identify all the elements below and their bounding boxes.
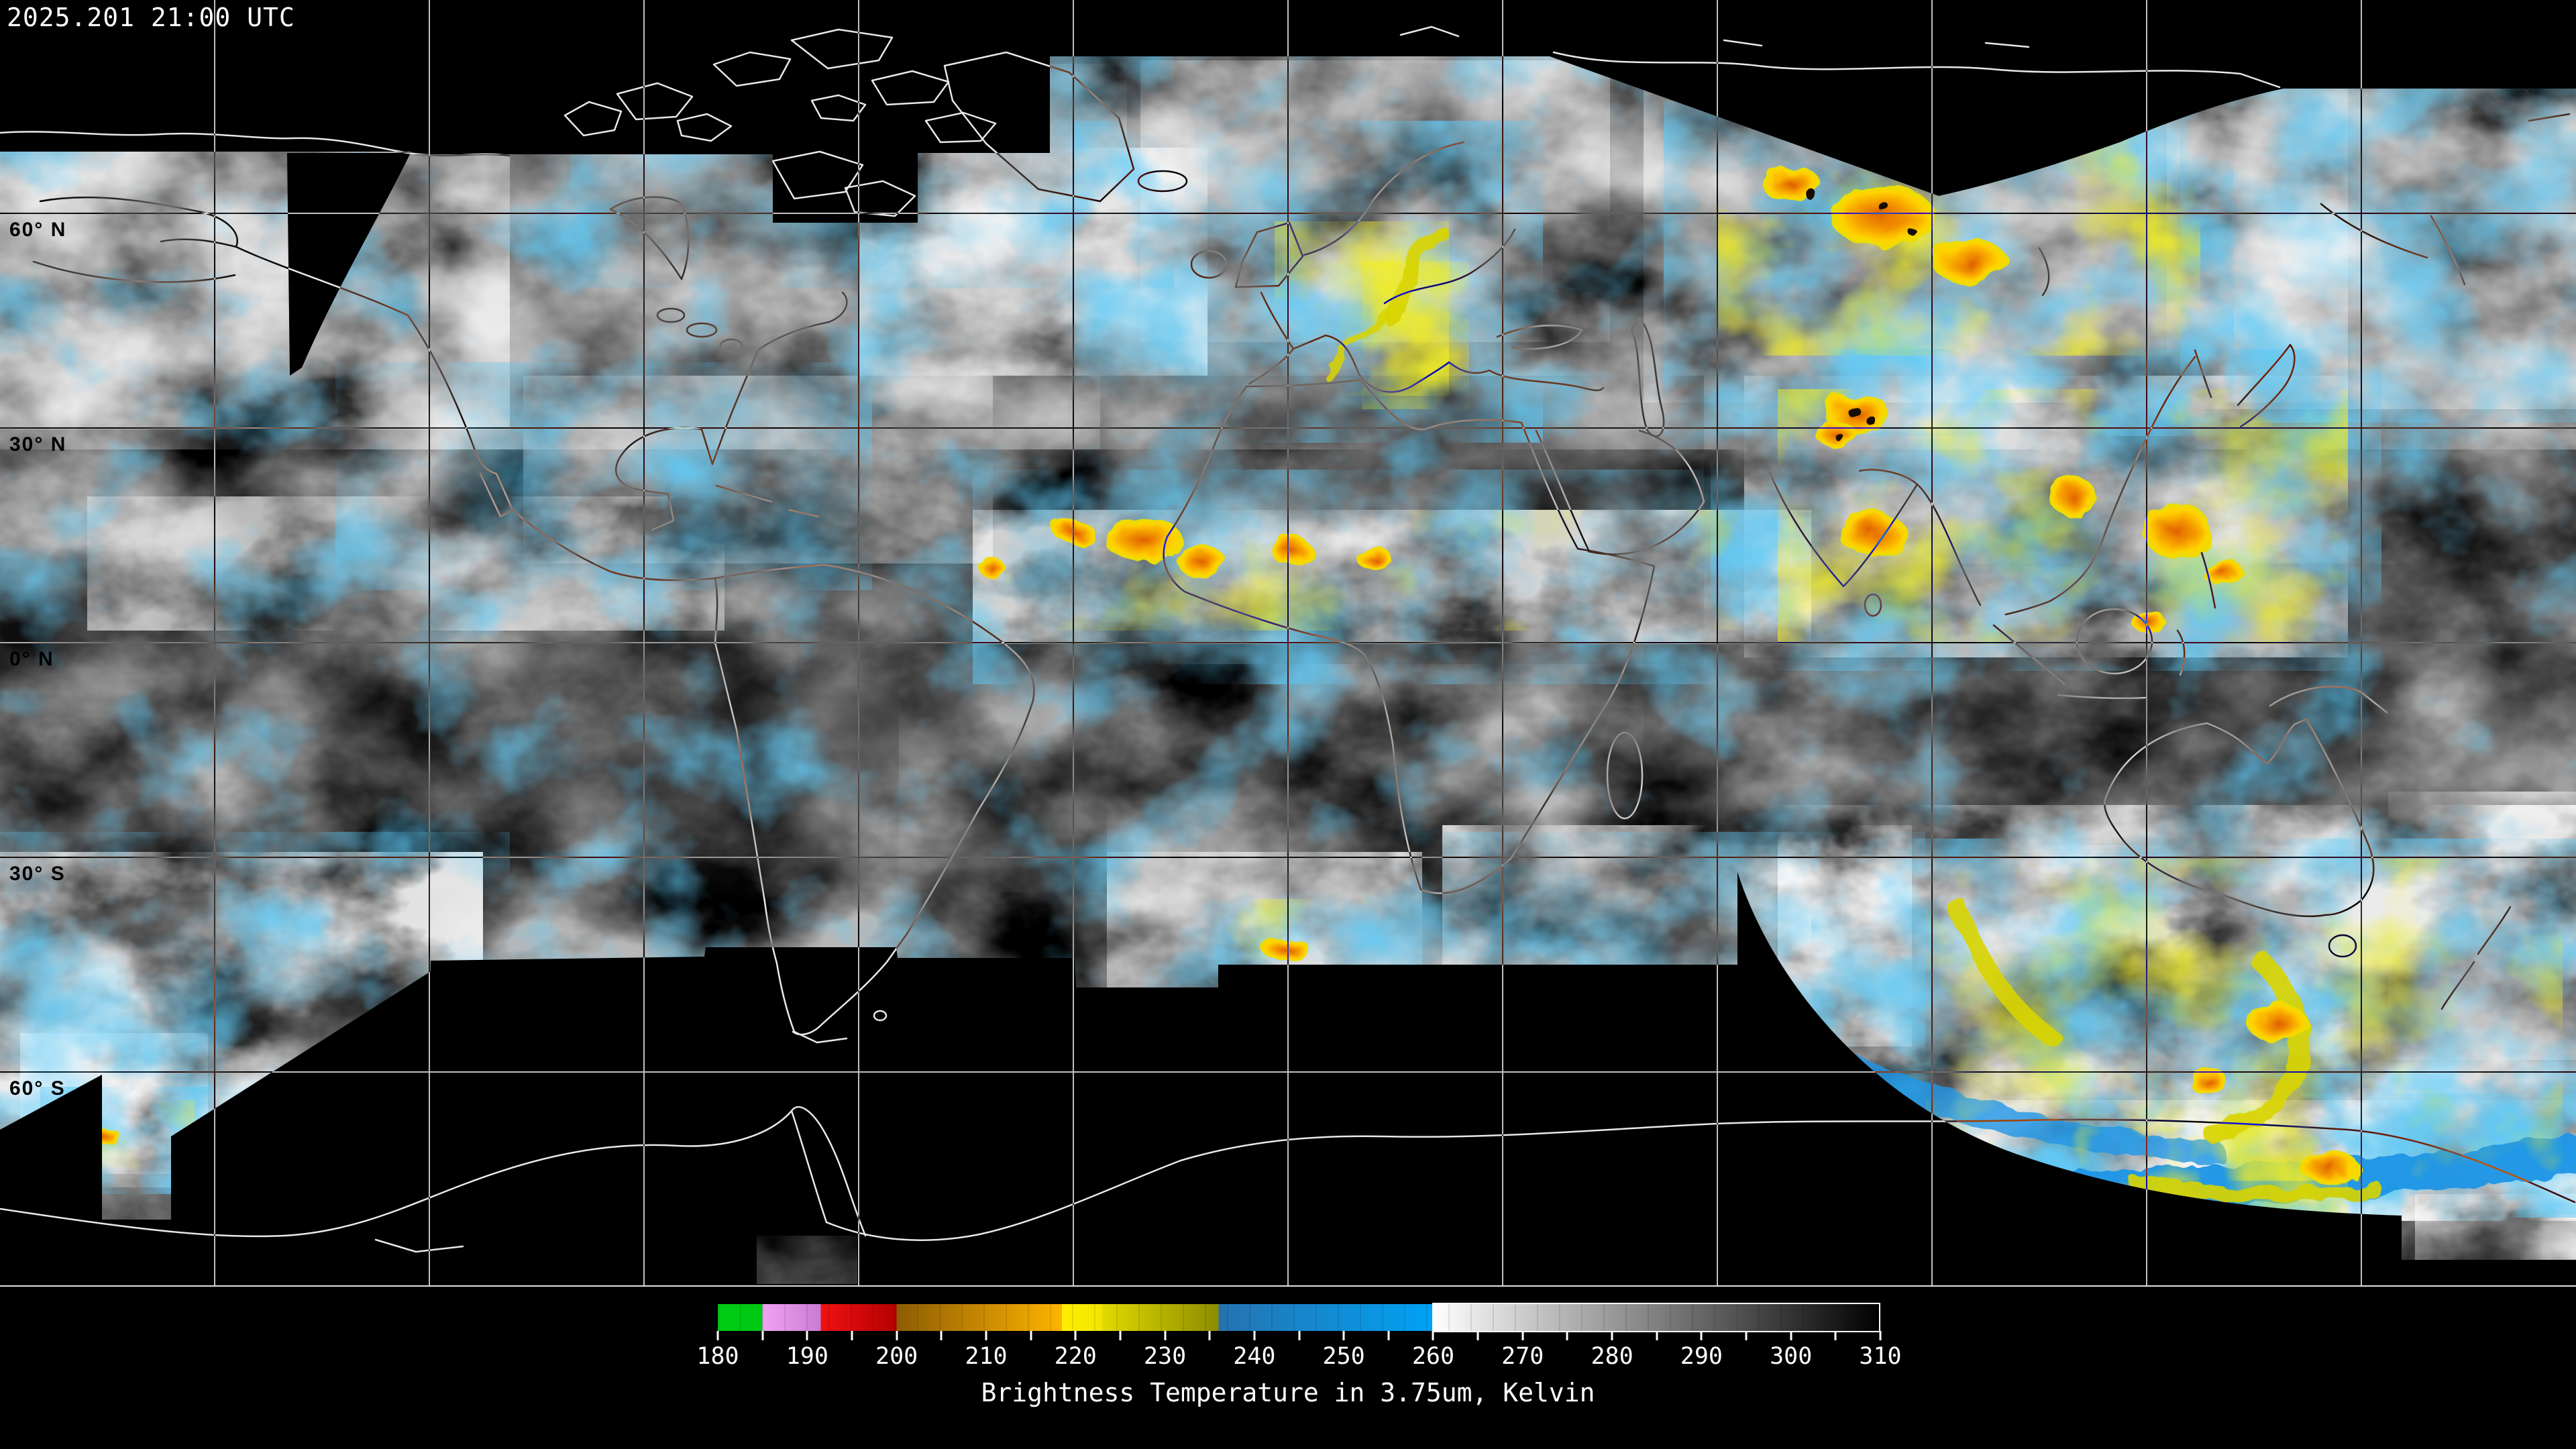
coast-alaska: [32, 197, 409, 317]
coast-madagascar: [1606, 731, 1644, 820]
colorbar-tick-label: 220: [1054, 1343, 1097, 1370]
coast-alaska-arctic: [0, 131, 511, 157]
colorbar-tick: [1700, 1331, 1703, 1340]
coast-south-america-west: [714, 577, 848, 1044]
colorbar-tick: [761, 1331, 764, 1340]
colorbar-tick: [716, 1331, 719, 1340]
colorbar-tick-labels: 180 190 200 210 220 230 240 250 260 270 280 290 300 3…: [696, 1343, 1901, 1370]
colorbar-tick: [1432, 1331, 1434, 1340]
graticule: [0, 0, 2576, 1286]
legend: 180 190 200 210 220 230 240 250 260 270 280 290 300 3…: [0, 1288, 2576, 1449]
colorbar-tick-label: 260: [1411, 1343, 1455, 1370]
colorbar-ticks: [716, 1331, 1882, 1340]
coast-sri-lanka: [1864, 593, 1882, 617]
coast-ireland: [1190, 250, 1228, 279]
coast-north-america-east: [615, 291, 848, 531]
coast-scandinavia-baltic: [1260, 141, 1516, 350]
lat-label-60n: 60° N: [9, 219, 67, 241]
colorbar-title: Brightness Temperature in 3.75um, Kelvin: [981, 1378, 1595, 1407]
colorbar-tick-label: 240: [1233, 1343, 1276, 1370]
lat-label-30s: 30° S: [9, 863, 66, 885]
colorbar-tick-label: 250: [1322, 1343, 1365, 1370]
coast-eurasia-arctic: [1399, 25, 2571, 122]
colorbar-tick: [1253, 1331, 1256, 1340]
colorbar-tick: [1566, 1331, 1568, 1340]
coast-india: [1768, 468, 1982, 606]
colorbar-tick: [1298, 1331, 1300, 1340]
coast-new-zealand: [2440, 906, 2512, 1010]
coast-red-sea-arabia: [1535, 429, 1705, 555]
coast-borneo: [2076, 608, 2153, 675]
colorbar-step-banding: [718, 1304, 1880, 1331]
colorbar-tick: [1521, 1331, 1524, 1340]
colorbar-tick: [1208, 1331, 1211, 1340]
colorbar-tick: [1611, 1331, 1613, 1340]
colorbar-tick-label: 200: [875, 1343, 918, 1370]
colorbar-tick-label: 310: [1859, 1343, 1902, 1370]
coast-falklands: [873, 1010, 888, 1022]
colorbar-tick-label: 270: [1501, 1343, 1544, 1370]
coast-antarctica-west: [0, 1110, 793, 1238]
colorbar-tick: [851, 1331, 853, 1340]
coast-mediterranean-north: [1248, 334, 1605, 393]
coast-antarctic-peninsula: [790, 1106, 867, 1237]
colorbar-tick: [1119, 1331, 1122, 1340]
satellite-composite-image: [0, 0, 2576, 1288]
colorbar-tick: [1030, 1331, 1032, 1340]
colorbar-tick-label: 300: [1770, 1343, 1813, 1370]
colorbar-tick-label: 290: [1680, 1343, 1723, 1370]
colorbar-tick: [1834, 1331, 1837, 1340]
coast-hudson-bay: [609, 196, 690, 280]
lat-label-30n: 30° N: [9, 433, 67, 455]
colorbar-tick-label: 190: [786, 1343, 828, 1370]
south-residual-clouds: [757, 1236, 857, 1284]
colorbar: [718, 1304, 1880, 1331]
coast-east-asia: [2038, 203, 2466, 428]
colorbar-tick: [1074, 1331, 1077, 1340]
coast-arctic-islands: [564, 28, 997, 217]
coast-caribbean: [715, 484, 820, 518]
colorbar-tick-label: 280: [1591, 1343, 1633, 1370]
coast-southeast-asia: [1992, 420, 2388, 714]
colorbar-gradient: [718, 1304, 1880, 1331]
colorbar-tick: [1342, 1331, 1345, 1340]
colorbar-tick: [806, 1331, 808, 1340]
lat-label-0n: 0° N: [9, 648, 54, 670]
timestamp: 2025.201 21:00 UTC: [7, 3, 295, 32]
coast-black-sea: [1496, 324, 1583, 350]
coast-tasmania: [2328, 934, 2357, 958]
colorbar-tick: [1790, 1331, 1792, 1340]
coldest-cloud-orange-cells: [79, 165, 2360, 1195]
coast-africa: [1163, 378, 1656, 894]
coast-great-lakes: [656, 307, 743, 353]
colorbar-tick: [1164, 1331, 1167, 1340]
coast-uk: [1234, 221, 1304, 288]
colorbar-tick: [985, 1331, 987, 1340]
coast-iceland: [1137, 170, 1188, 193]
colorbar-tick-label: 180: [696, 1343, 739, 1370]
coast-australia: [2104, 718, 2375, 918]
colorbar-tick-label: 230: [1143, 1343, 1187, 1370]
coast-south-america-east: [714, 564, 1035, 1036]
colorbar-tick: [1477, 1331, 1479, 1340]
coast-antarctica-east: [374, 1118, 2576, 1253]
colorbar-tick-label: 210: [965, 1343, 1008, 1370]
lat-label-60s: 60° S: [9, 1077, 66, 1099]
coast-greenland: [943, 51, 1135, 203]
colorbar-tick: [1387, 1331, 1390, 1340]
colorbar-tick: [1745, 1331, 1748, 1340]
coastlines: [0, 25, 2576, 1253]
colorbar-tick: [1879, 1331, 1882, 1340]
colorbar-tick: [940, 1331, 943, 1340]
colorbar-tick: [1656, 1331, 1658, 1340]
coast-caspian: [1630, 317, 1665, 437]
coast-north-america-west: [407, 314, 716, 582]
colorbar-tick: [896, 1331, 898, 1340]
map-canvas: [0, 0, 2576, 1288]
